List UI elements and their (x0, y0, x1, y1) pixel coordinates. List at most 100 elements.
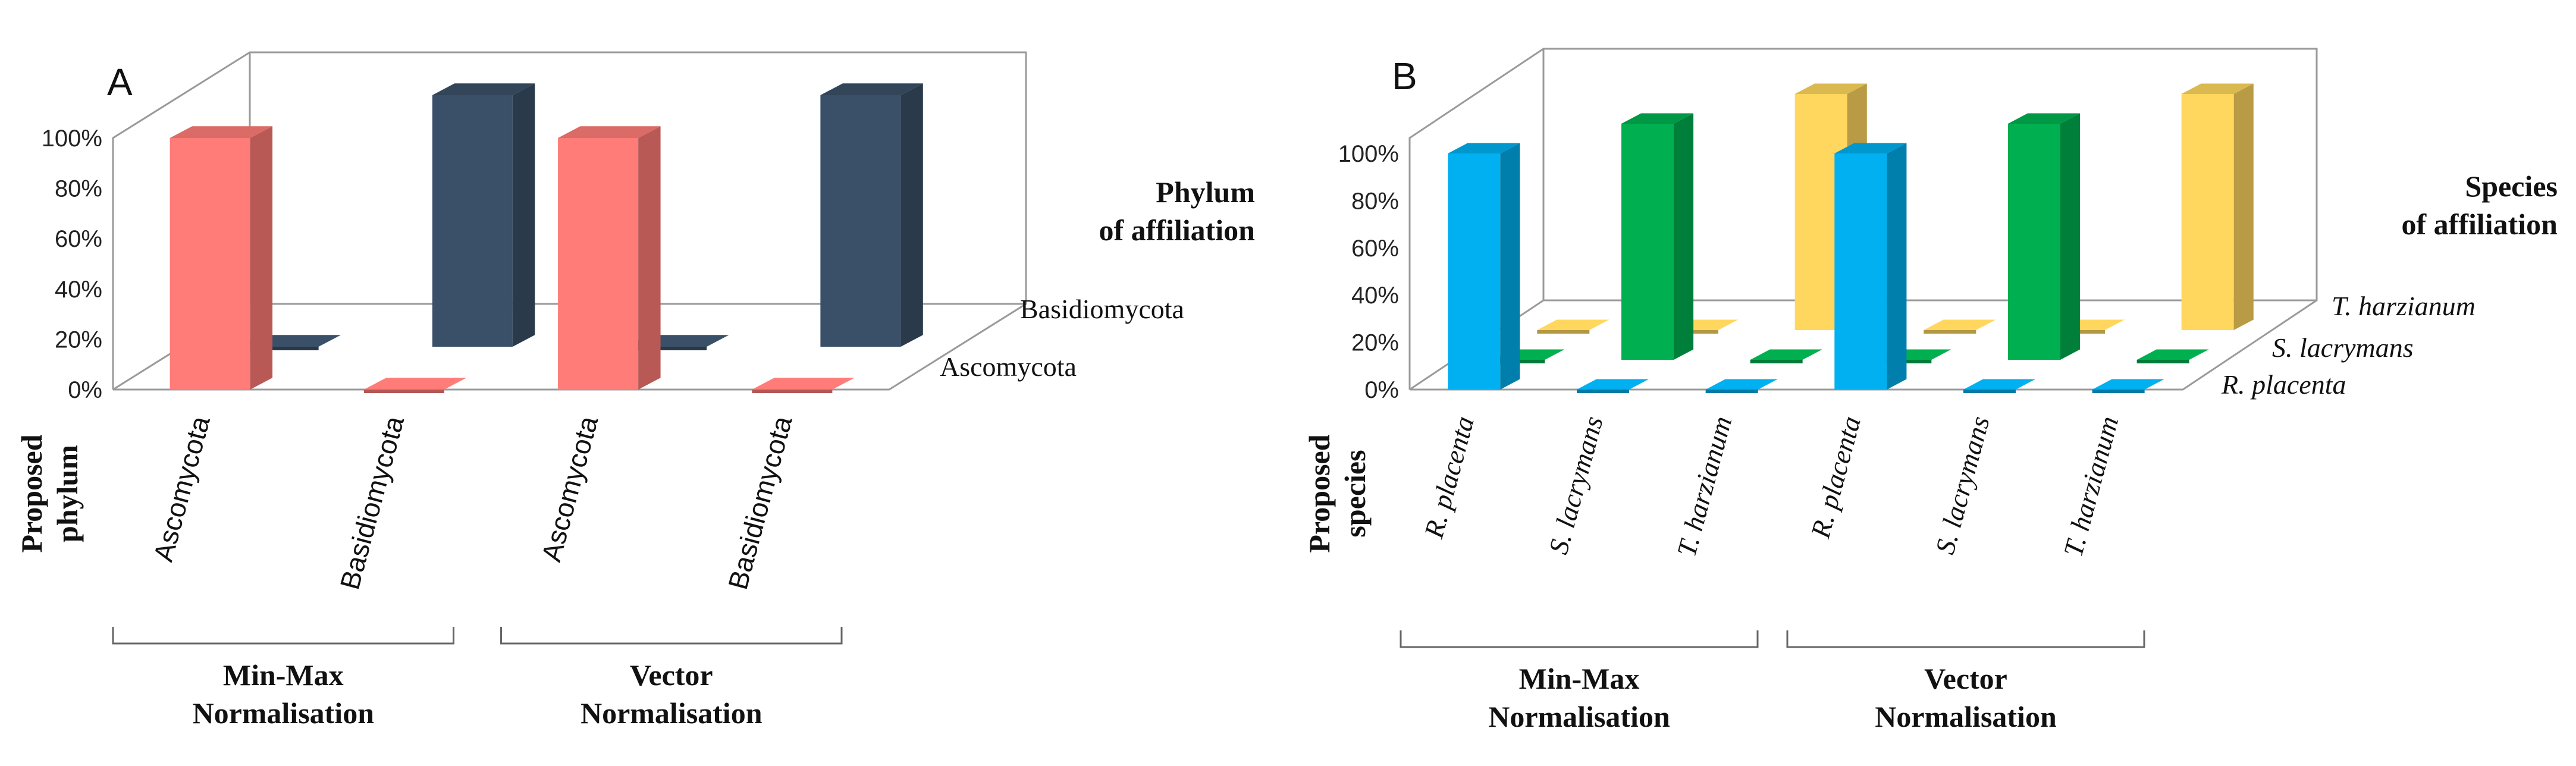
bar-zero-top (1577, 379, 1649, 390)
plot-frame (112, 51, 1027, 391)
group-label: Normalisation (192, 696, 374, 730)
bar-side (250, 126, 273, 390)
bar-side (1500, 143, 1520, 390)
bar-zero-front (752, 390, 833, 393)
bar-top (558, 126, 661, 138)
y-tick-label: 40% (55, 277, 102, 303)
bar-side (1887, 143, 1907, 390)
bar-zero-top (2136, 349, 2209, 360)
y-tick-label: 20% (55, 327, 102, 353)
bar-front (558, 138, 639, 390)
bar-front (1621, 124, 1674, 360)
bar-side (1674, 113, 1694, 360)
y-tick-label: 80% (55, 176, 102, 202)
x-tick-label: T. harzianum (2057, 413, 2124, 560)
bar-side (2233, 83, 2254, 330)
x-tick-label: Ascomycota (148, 413, 216, 565)
plot-frame (1408, 48, 2318, 391)
group-bracket (1786, 630, 2145, 648)
bar-zero-top (1537, 319, 1609, 330)
panel-a: A 0% 20% 40% 60% 80% 100% Ascomycota Basidiomyco… (15, 51, 1256, 730)
bar-zero-top (1924, 319, 1996, 330)
bar-front (1834, 153, 1887, 390)
y-tick-label: 40% (1351, 282, 1399, 309)
y-tick-label: 0% (68, 377, 102, 403)
x-tick-label: R. placenta (1805, 413, 1866, 542)
bar-zero-front (1537, 330, 1590, 334)
bar-front (432, 95, 513, 347)
group-label: Normalisation (1875, 700, 2057, 733)
legend-title: Species (2465, 169, 2558, 203)
group-label: Normalisation (1488, 700, 1670, 733)
x-tick-label: Basidiomycota (722, 413, 798, 593)
bar-ascomycota-1 (363, 378, 467, 393)
bar-top (1794, 83, 1867, 94)
x-tick-label: Ascomycota (535, 413, 604, 565)
bar-top (432, 83, 535, 95)
bar-r--placenta-4 (1963, 379, 2036, 393)
y-tick-label: 80% (1351, 188, 1399, 214)
group-label: Normalisation (581, 696, 763, 730)
x-axis-title: species (1338, 450, 1372, 537)
bar-front (2181, 94, 2234, 330)
y-tick-label: 20% (1351, 330, 1399, 356)
bar-r--placenta-1 (1577, 379, 1649, 393)
x-axis-title: Proposed (15, 434, 48, 552)
bar-t--harzianum-0 (1537, 319, 1609, 334)
legend-title: of affiliation (1099, 214, 1256, 247)
bar-basidiomycota-1 (432, 83, 535, 347)
bar-ascomycota-0 (170, 126, 273, 390)
bar-r--placenta-0 (1448, 143, 1520, 390)
bar-side (512, 83, 535, 347)
bar-s--lacrymans-1 (1621, 113, 1694, 360)
bar-zero-top (752, 378, 855, 390)
bar-side (2060, 113, 2081, 360)
x-tick-label: S. lacrymans (1543, 413, 1609, 557)
legend-title: Phylum (1156, 175, 1255, 209)
group-label: Min-Max (1519, 662, 1640, 695)
bar-top (820, 83, 923, 95)
legend-title: of affiliation (2402, 208, 2558, 241)
bar-r--placenta-5 (2092, 379, 2164, 393)
bar-zero-front (1963, 390, 2016, 393)
bar-zero-front (2136, 360, 2189, 363)
bar-front (170, 138, 250, 390)
bar-top (170, 126, 273, 138)
bar-top (1834, 143, 1907, 153)
bar-t--harzianum-5 (2181, 83, 2254, 330)
bar-zero-top (1750, 349, 1822, 360)
panel-letter: A (107, 61, 133, 103)
group-bracket (500, 627, 843, 645)
bar-top (2008, 113, 2081, 124)
x-tick-label: T. harzianum (1671, 413, 1737, 560)
bar-r--placenta-3 (1834, 143, 1907, 390)
bar-zero-front (1924, 330, 1976, 334)
bar-s--lacrymans-4 (2008, 113, 2081, 360)
group-label: Vector (630, 658, 713, 692)
bar-zero-front (2092, 390, 2145, 393)
y-tick-label: 60% (55, 226, 102, 252)
bar-ascomycota-3 (752, 378, 855, 393)
bar-ascomycota-2 (558, 126, 661, 390)
bar-top (1621, 113, 1694, 124)
bar-side (638, 126, 661, 390)
group-bracket (112, 627, 454, 645)
group-label: Min-Max (223, 658, 344, 692)
x-tick-label: S. lacrymans (1929, 413, 1995, 557)
bar-zero-front (363, 390, 444, 393)
depth-axis-label: R. placenta (2221, 369, 2346, 400)
bar-t--harzianum-3 (1924, 319, 1996, 334)
bar-zero-front (1705, 390, 1758, 393)
depth-axis-label: Ascomycota (940, 351, 1077, 382)
panel-b: B 0% 20% 40% 60% 80% 100% R. placenta S. lacryma… (1303, 48, 2558, 733)
y-tick-label: 100% (1338, 141, 1399, 167)
bar-s--lacrymans-5 (2136, 349, 2209, 363)
bar-r--placenta-2 (1705, 379, 1778, 393)
bar-front (2008, 124, 2060, 360)
bar-side (900, 83, 923, 347)
bar-zero-front (1750, 360, 1803, 363)
x-tick-label: R. placenta (1418, 413, 1480, 542)
bar-top (1448, 143, 1520, 153)
group-label: Vector (1924, 662, 2007, 695)
